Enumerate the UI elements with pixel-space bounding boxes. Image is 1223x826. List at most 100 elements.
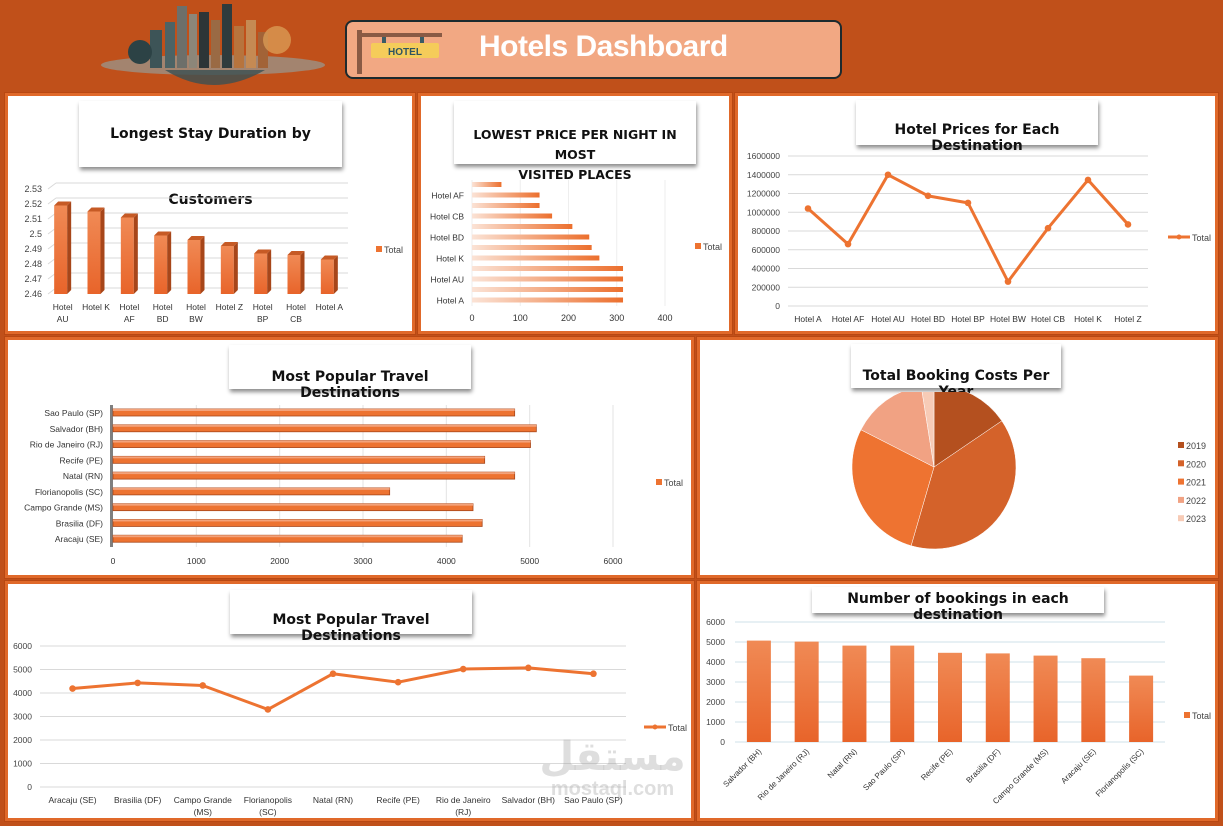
bar[interactable] (87, 207, 105, 295)
legend-label: Total (1192, 233, 1211, 243)
bar[interactable] (320, 255, 338, 295)
svg-text:1400000: 1400000 (747, 170, 780, 180)
svg-text:Aracaju (SE): Aracaju (SE) (55, 534, 103, 544)
bar[interactable] (472, 297, 624, 303)
data-point[interactable] (459, 665, 467, 673)
svg-text:Salvador (BH): Salvador (BH) (502, 795, 556, 805)
bar[interactable] (472, 287, 624, 292)
data-point[interactable] (394, 678, 402, 686)
bar[interactable] (112, 534, 463, 543)
bar[interactable] (254, 249, 272, 295)
bar[interactable] (220, 242, 238, 294)
svg-text:Hotel K: Hotel K (1074, 314, 1102, 324)
data-point[interactable] (525, 664, 532, 672)
chart-title-booking-costs: Total Booking Costs Per Year (851, 344, 1061, 400)
bar[interactable] (1081, 658, 1106, 742)
legend-label: Total (1192, 711, 1211, 721)
data-point[interactable] (1004, 278, 1012, 285)
svg-text:AU: AU (57, 314, 69, 324)
svg-text:0: 0 (775, 301, 780, 311)
bar[interactable] (842, 645, 867, 742)
chart-lowest-price: 0 100 200 300 400 Hotel AF Hotel CB Hotel BD Hot… (430, 180, 722, 323)
bar[interactable] (112, 455, 486, 464)
data-point[interactable] (844, 240, 852, 248)
data-point[interactable] (924, 192, 932, 200)
bar[interactable] (746, 640, 771, 742)
bar[interactable] (112, 408, 516, 417)
bar[interactable] (112, 503, 474, 512)
data-point[interactable] (590, 670, 597, 678)
svg-text:100: 100 (513, 313, 528, 323)
svg-text:Salvador (BH): Salvador (BH) (50, 424, 104, 434)
bar[interactable] (54, 201, 72, 295)
bar[interactable] (287, 251, 305, 294)
data-point[interactable] (134, 679, 141, 687)
data-point[interactable] (1044, 224, 1052, 232)
svg-text:Hotel A: Hotel A (794, 314, 822, 324)
data-point[interactable] (964, 199, 972, 207)
data-point[interactable] (69, 685, 76, 692)
chart-title-popular-line: Most Popular Travel Destinations (230, 590, 472, 644)
legend-swatch-icon (656, 479, 662, 485)
legend-label: Total (668, 723, 687, 733)
svg-text:600000: 600000 (752, 245, 781, 255)
bar[interactable] (472, 234, 590, 240)
data-point[interactable] (804, 205, 812, 212)
pie-slice-2020[interactable] (910, 420, 1017, 550)
svg-text:Hotel BD: Hotel BD (911, 314, 945, 324)
bar[interactable] (112, 487, 391, 496)
bar[interactable] (1129, 675, 1154, 742)
legend-label: 2020 (1186, 459, 1206, 469)
bar[interactable] (112, 440, 531, 448)
chart-title-bookings-column: Number of bookings in each destination (812, 587, 1104, 623)
data-point[interactable] (199, 682, 207, 689)
dashboard-header: HOTEL Hotels Dashboard (345, 20, 842, 79)
pie-slice-2021[interactable] (851, 429, 935, 547)
data-point[interactable] (884, 171, 892, 179)
data-point[interactable] (264, 706, 272, 713)
bar[interactable] (472, 224, 573, 229)
svg-text:5000: 5000 (520, 556, 539, 566)
bar[interactable] (187, 236, 205, 294)
svg-text:3000: 3000 (706, 677, 725, 687)
svg-text:Hotel BP: Hotel BP (951, 314, 985, 324)
data-point[interactable] (1124, 221, 1132, 228)
bar[interactable] (472, 245, 592, 250)
bar[interactable] (472, 192, 540, 198)
bar[interactable] (112, 471, 516, 480)
svg-text:2.46: 2.46 (24, 289, 42, 299)
bar[interactable] (112, 424, 537, 433)
pie-slice-2023[interactable] (921, 392, 935, 468)
bar[interactable] (120, 213, 138, 295)
svg-text:2000: 2000 (270, 556, 289, 566)
svg-text:6000: 6000 (706, 617, 725, 627)
bar[interactable] (890, 645, 915, 742)
svg-text:BW: BW (189, 314, 203, 324)
bar[interactable] (794, 641, 819, 742)
bar[interactable] (472, 203, 540, 208)
svg-text:Rio de Janeiro (RJ): Rio de Janeiro (RJ) (30, 440, 103, 450)
data-point[interactable] (1084, 176, 1092, 184)
legend-swatch-icon (1184, 712, 1190, 718)
bar[interactable] (472, 276, 624, 282)
bar[interactable] (472, 182, 502, 187)
bar[interactable] (938, 652, 962, 742)
svg-text:0: 0 (469, 313, 474, 323)
data-point[interactable] (329, 670, 337, 678)
bar[interactable] (985, 653, 1010, 742)
svg-text:Sao Paulo (SP): Sao Paulo (SP) (861, 747, 907, 793)
svg-text:Natal (RN): Natal (RN) (826, 747, 859, 780)
bar[interactable] (1033, 655, 1058, 742)
bar[interactable] (472, 266, 624, 271)
pie-slice-2019[interactable] (933, 392, 1003, 468)
legend-swatch-icon (376, 246, 382, 252)
bar[interactable] (472, 213, 553, 219)
svg-text:Hotel AF: Hotel AF (832, 314, 865, 324)
bar[interactable] (472, 255, 600, 261)
bar[interactable] (112, 519, 483, 527)
svg-text:0: 0 (111, 556, 116, 566)
svg-text:1000: 1000 (706, 717, 725, 727)
legend-swatch-icon (1178, 460, 1184, 467)
bar[interactable] (154, 231, 172, 295)
pie-slice-2022[interactable] (860, 392, 935, 468)
